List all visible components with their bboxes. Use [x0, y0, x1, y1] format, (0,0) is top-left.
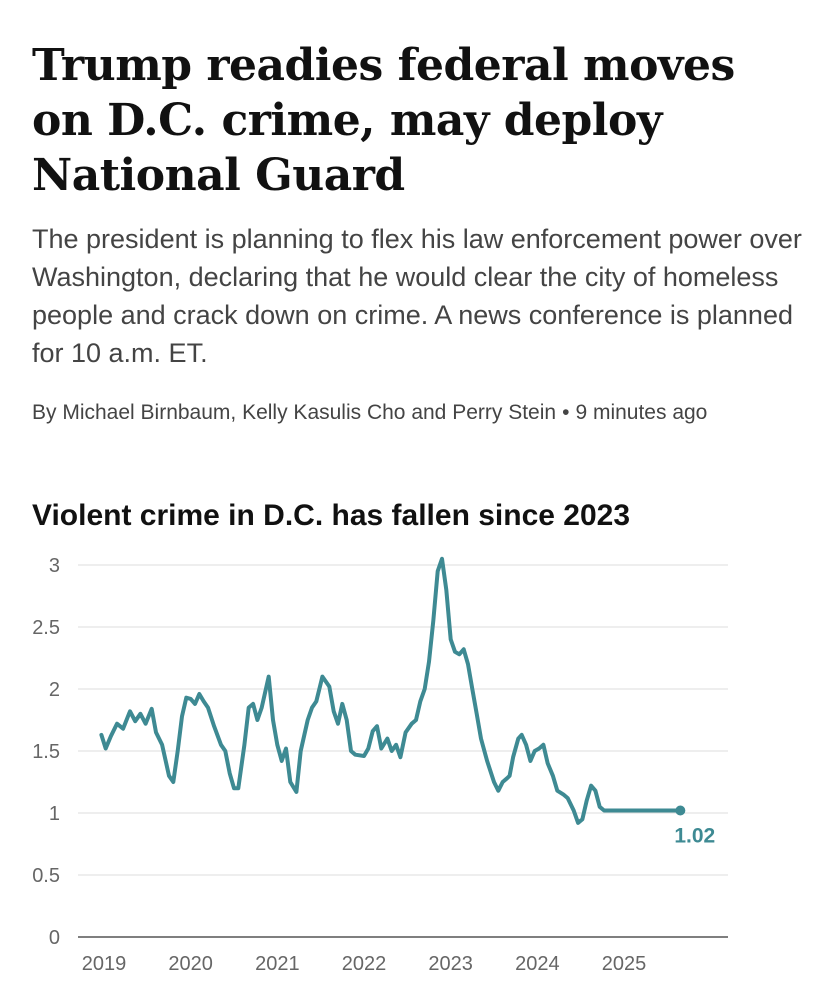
chart-title: Violent crime in D.C. has fallen since 2…: [32, 499, 631, 532]
x-tick-label: 2024: [515, 953, 560, 975]
headline[interactable]: Trump readies federal moves on D.C. crim…: [32, 40, 735, 201]
byline: By Michael Birnbaum, Kelly Kasulis Cho a…: [32, 396, 752, 430]
byline-separator: •: [562, 401, 570, 424]
article-dek: The president is planning to flex his la…: [32, 224, 802, 368]
x-tick-label: 2022: [342, 953, 387, 975]
y-tick-label: 2: [49, 679, 60, 701]
series-line: [99, 556, 683, 825]
x-tick-label: 2020: [168, 953, 213, 975]
line-chart: 0 0.5 1 1.5 2 2.5 3 2019 2020 2021 2022 2023 2024 202…: [32, 555, 728, 975]
x-tick-label: 2021: [255, 953, 300, 975]
byline-timestamp: 9 minutes ago: [575, 401, 708, 424]
y-tick-label: 0: [49, 927, 60, 949]
y-tick-label: 1.5: [32, 741, 60, 763]
y-tick-label: 2.5: [32, 617, 60, 639]
x-tick-label: 2023: [428, 953, 473, 975]
end-value-label: 1.02: [674, 825, 715, 848]
series-end-point: [675, 805, 686, 816]
y-tick-label: 0.5: [32, 865, 60, 887]
byline-authors[interactable]: By Michael Birnbaum, Kelly Kasulis Cho a…: [32, 401, 557, 424]
y-tick-label: 1: [49, 803, 60, 825]
y-tick-label: 3: [49, 555, 60, 577]
x-tick-label: 2025: [602, 953, 647, 975]
x-tick-label: 2019: [82, 953, 127, 975]
